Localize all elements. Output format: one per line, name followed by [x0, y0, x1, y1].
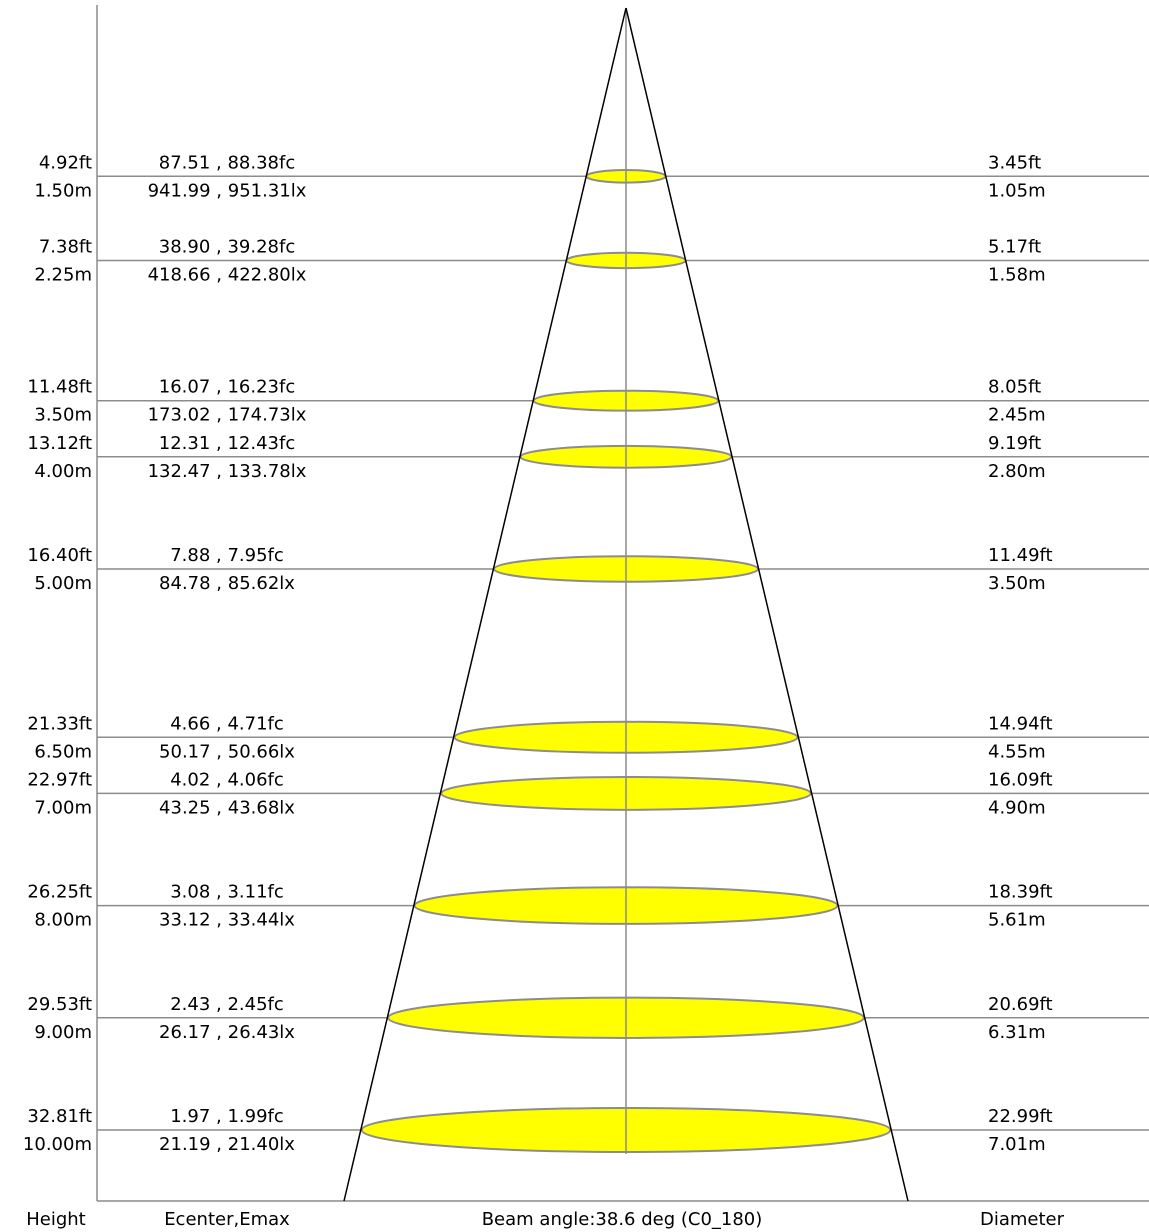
illuminance-fc-label: 16.07 , 16.23fc	[159, 377, 295, 398]
height-ft-label: 16.40ft	[27, 545, 92, 566]
height-m-label: 9.00m	[34, 1022, 92, 1043]
beam-angle-label: Beam angle:38.6 deg (C0_180)	[482, 1209, 763, 1230]
diameter-ft-label: 11.49ft	[988, 545, 1053, 566]
diameter-ft-label: 16.09ft	[988, 769, 1053, 790]
height-ft-label: 26.25ft	[27, 882, 92, 903]
height-ft-label: 32.81ft	[27, 1106, 92, 1127]
height-ft-label: 7.38ft	[39, 236, 92, 257]
height-m-label: 1.50m	[34, 180, 92, 201]
illuminance-fc-label: 12.31 , 12.43fc	[159, 433, 295, 454]
diameter-m-label: 2.45m	[988, 405, 1046, 426]
illuminance-fc-label: 3.08 , 3.11fc	[170, 882, 284, 903]
illuminance-fc-label: 7.88 , 7.95fc	[170, 545, 284, 566]
illuminance-lx-label: 418.66 , 422.80lx	[148, 264, 307, 285]
illuminance-fc-label: 87.51 , 88.38fc	[159, 152, 295, 173]
diameter-m-label: 7.01m	[988, 1134, 1046, 1155]
beam-cone-left-edge	[343, 7, 627, 1202]
diameter-column-label: Diameter	[980, 1209, 1065, 1230]
height-m-label: 7.00m	[34, 797, 92, 818]
diameter-m-label: 2.80m	[988, 461, 1046, 482]
illuminance-lx-label: 84.78 , 85.62lx	[159, 573, 295, 594]
height-m-label: 10.00m	[23, 1134, 92, 1155]
height-m-label: 5.00m	[34, 573, 92, 594]
height-ft-label: 11.48ft	[27, 377, 92, 398]
height-m-label: 8.00m	[34, 910, 92, 931]
height-m-label: 3.50m	[34, 405, 92, 426]
height-ft-label: 13.12ft	[27, 433, 92, 454]
height-m-label: 6.50m	[34, 741, 92, 762]
diameter-m-label: 1.58m	[988, 264, 1046, 285]
height-column-label: Height	[26, 1209, 86, 1230]
illuminance-lx-label: 173.02 , 174.73lx	[148, 405, 307, 426]
illuminance-fc-label: 1.97 , 1.99fc	[170, 1106, 284, 1127]
diameter-m-label: 5.61m	[988, 910, 1046, 931]
illuminance-lx-label: 26.17 , 26.43lx	[159, 1022, 295, 1043]
diameter-m-label: 4.55m	[988, 741, 1046, 762]
illuminance-lx-label: 941.99 , 951.31lx	[148, 180, 307, 201]
diameter-ft-label: 8.05ft	[988, 377, 1041, 398]
illuminance-lx-label: 50.17 , 50.66lx	[159, 741, 295, 762]
illuminance-lx-label: 43.25 , 43.68lx	[159, 797, 295, 818]
illuminance-fc-label: 2.43 , 2.45fc	[170, 994, 284, 1015]
illuminance-lx-label: 21.19 , 21.40lx	[159, 1134, 295, 1155]
illuminance-fc-label: 4.02 , 4.06fc	[170, 769, 284, 790]
diameter-ft-label: 14.94ft	[988, 713, 1053, 734]
diameter-m-label: 6.31m	[988, 1022, 1046, 1043]
height-ft-label: 29.53ft	[27, 994, 92, 1015]
diameter-m-label: 3.50m	[988, 573, 1046, 594]
illuminance-lx-label: 33.12 , 33.44lx	[159, 910, 295, 931]
diameter-ft-label: 20.69ft	[988, 994, 1053, 1015]
illuminance-fc-label: 4.66 , 4.71fc	[170, 713, 284, 734]
diameter-ft-label: 5.17ft	[988, 236, 1041, 257]
height-ft-label: 22.97ft	[27, 769, 92, 790]
diameter-ft-label: 3.45ft	[988, 152, 1041, 173]
height-ft-label: 21.33ft	[27, 713, 92, 734]
height-m-label: 4.00m	[34, 461, 92, 482]
diameter-ft-label: 9.19ft	[988, 433, 1041, 454]
height-ft-label: 4.92ft	[39, 152, 92, 173]
illuminance-fc-label: 38.90 , 39.28fc	[159, 236, 295, 257]
diameter-ft-label: 18.39ft	[988, 882, 1053, 903]
illuminance-column-label: Ecenter,Emax	[164, 1209, 290, 1230]
illuminance-lx-label: 132.47 , 133.78lx	[148, 461, 307, 482]
beam-cone-right-edge	[625, 7, 909, 1202]
diameter-ft-label: 22.99ft	[988, 1106, 1053, 1127]
beam-levels: 4.92ft 1.50m 87.51 , 88.38fc 941.99 , 951.3…	[23, 152, 1149, 1155]
height-m-label: 2.25m	[34, 264, 92, 285]
diameter-m-label: 1.05m	[988, 180, 1046, 201]
diameter-m-label: 4.90m	[988, 797, 1046, 818]
